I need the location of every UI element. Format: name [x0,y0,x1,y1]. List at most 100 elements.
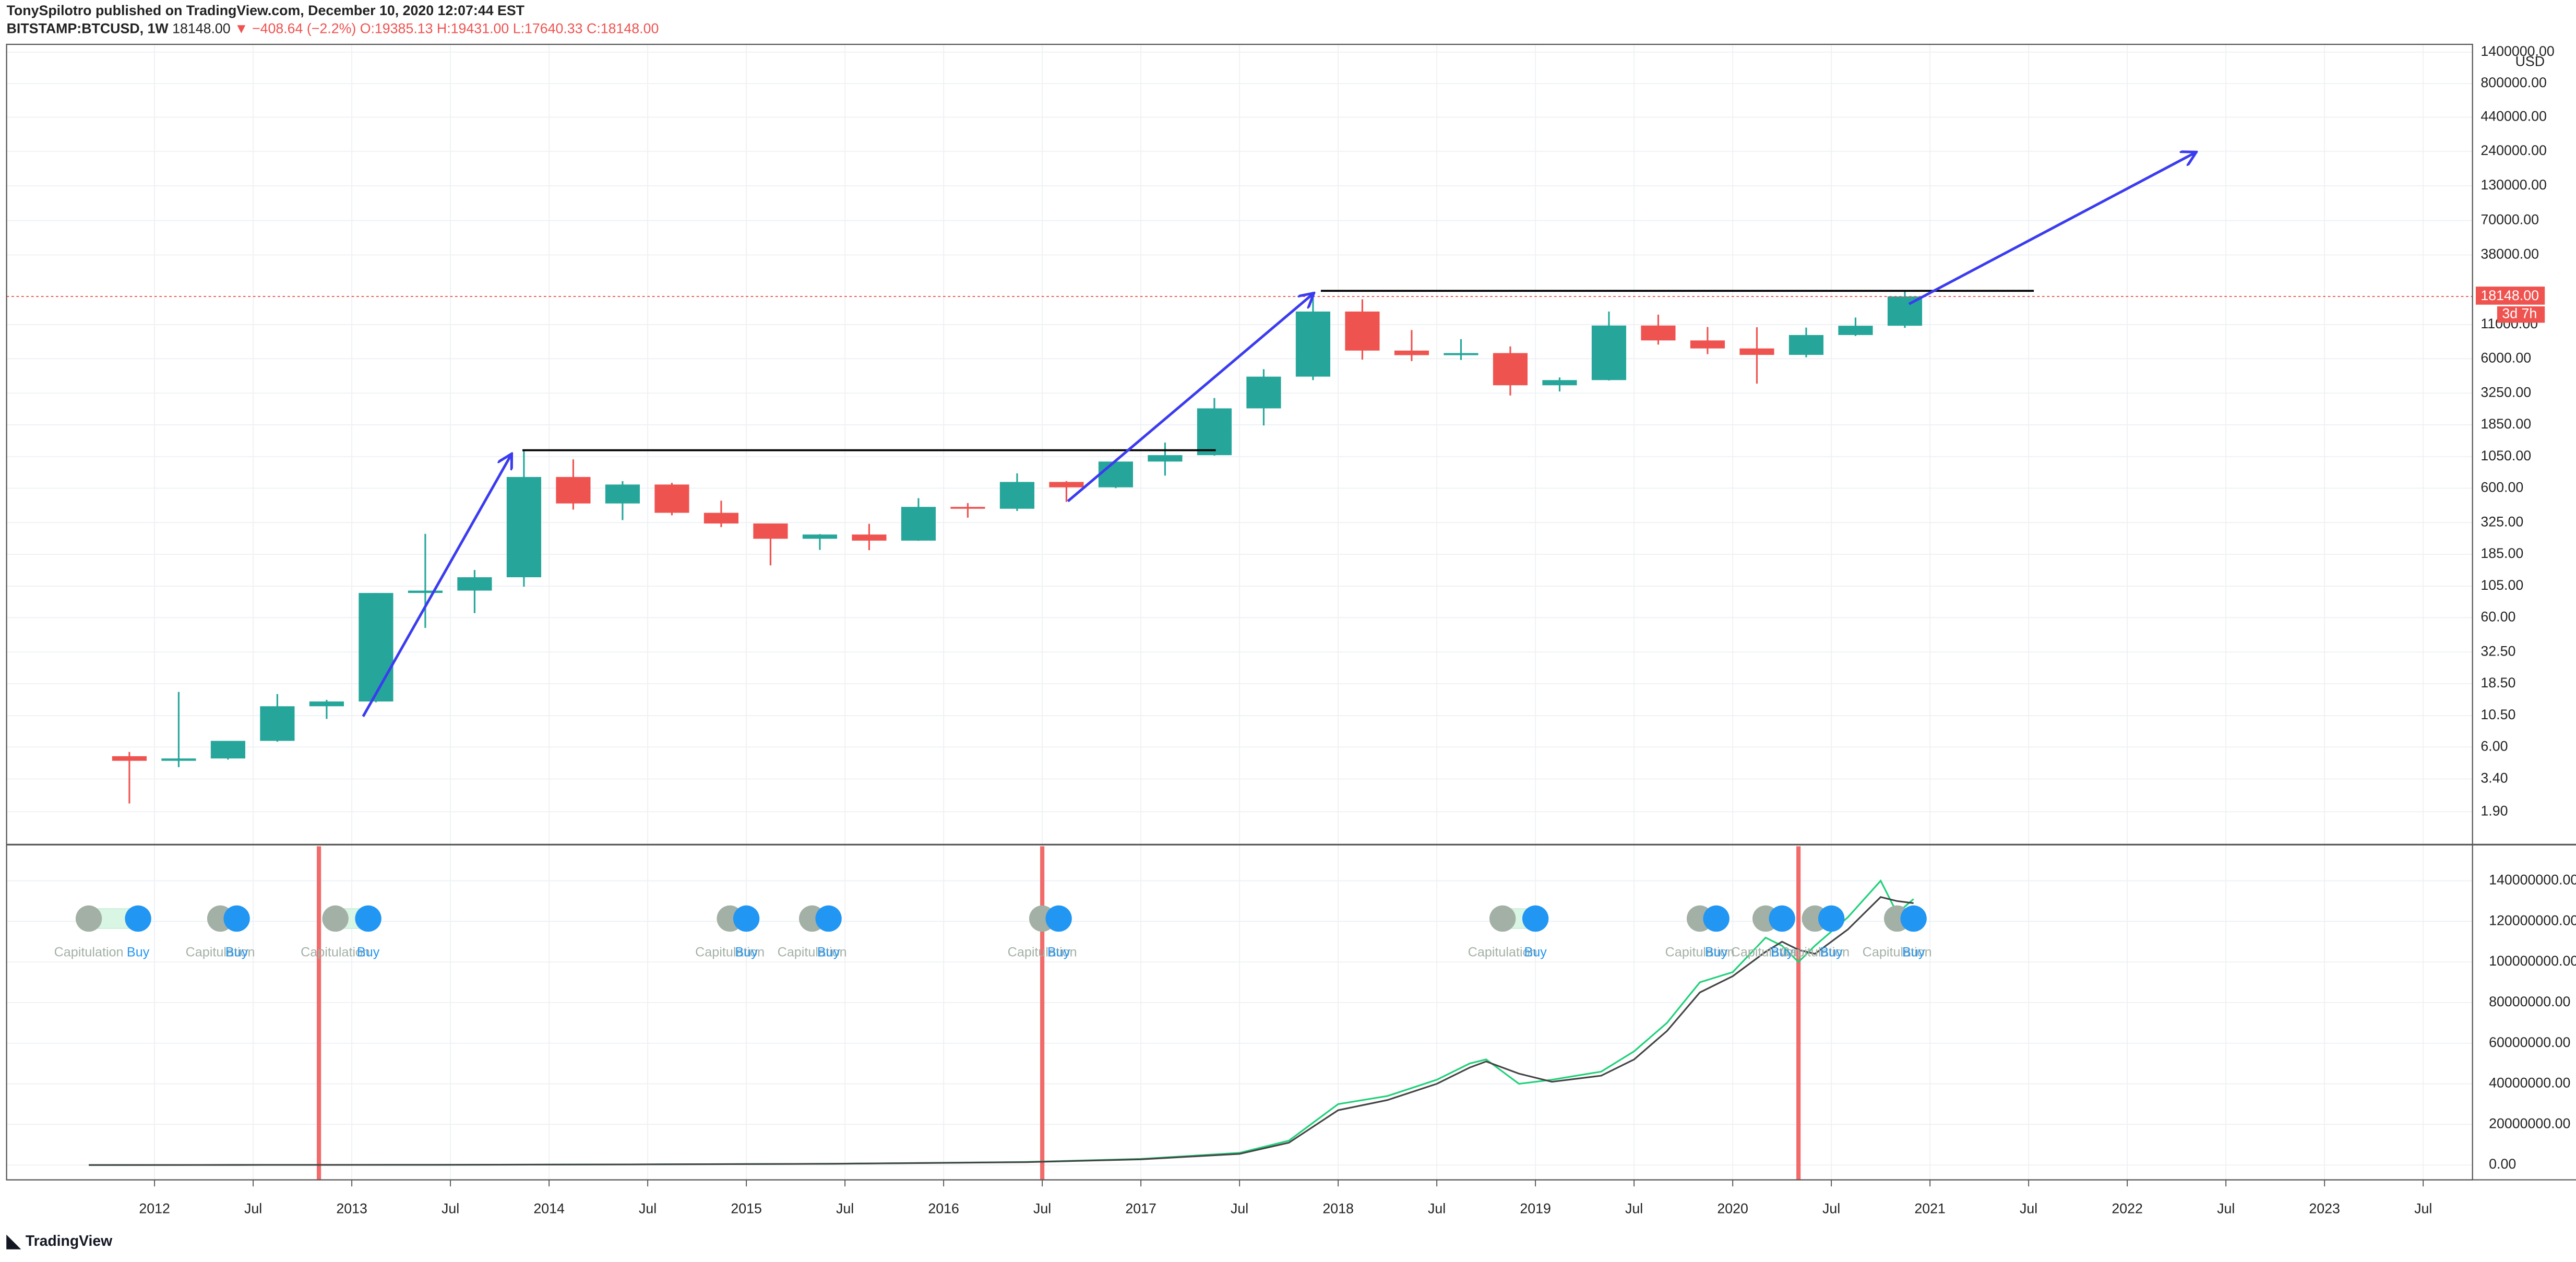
candle-body [950,507,985,509]
candle-body [1838,326,1873,335]
candle-body [112,756,147,761]
signal-label: Buy [1771,945,1794,960]
y-tick-label: 70000.00 [2480,212,2539,228]
indicator-line [89,896,1914,1166]
candle-body [309,701,344,707]
candle-body [359,593,393,702]
candle-body [1148,455,1183,462]
x-tick-label: Jul [836,1200,854,1216]
signal-label: Buy [225,945,248,960]
x-tick-label: 2012 [139,1200,170,1216]
signal-label: Capitulation [695,945,765,960]
signal-label: Capitulation [778,945,847,960]
x-tick-label: Jul [2217,1200,2235,1216]
x-tick-label: Jul [244,1200,262,1216]
signal-label: Capitulation [1731,945,1800,960]
signal-marker [1769,905,1795,932]
candle-body [901,507,936,541]
signal-label: Capitulation [1468,945,1537,960]
change: ▼ −408.64 (−2.2%) [234,21,356,37]
signal-label: Buy [1902,945,1925,960]
signal-marker [815,905,842,932]
candle-body [1197,408,1232,456]
signal-label: Capitulation [54,945,124,960]
candle-body [1493,353,1528,386]
candle-body [556,477,591,504]
candle-body [1788,335,1824,355]
x-tick-label: 2017 [1125,1200,1156,1216]
candle-body [1246,376,1281,409]
candle-body [852,534,887,541]
frame [6,43,2576,1181]
x-tick-label: 2016 [928,1200,959,1216]
candle-body [605,484,640,504]
y-tick-label: 60.00 [2480,609,2515,624]
y-tick-label: 18.50 [2480,675,2515,690]
signal-marker [1045,905,1072,932]
y-tick-label: 6.00 [2480,738,2508,754]
candle-body [1641,325,1676,341]
x-tick-label: Jul [1822,1200,1840,1216]
symbol: BITSTAMP:BTCUSD, 1W [7,21,169,37]
candle-body [1049,482,1084,487]
signal-marker [125,905,151,932]
last-price-label: 18148.00 [2480,288,2539,303]
y-tick-label: 240000.00 [2480,142,2546,158]
y-tick-label: 1850.00 [2480,416,2531,432]
author-line: TonySpilotro published on TradingView.co… [7,3,525,18]
x-tick-label: 2019 [1520,1200,1551,1216]
countdown: 3d 7h [2502,306,2537,322]
signal-label: Buy [1524,945,1547,960]
x-tick-label: Jul [2414,1200,2432,1216]
x-tick-label: 2022 [2112,1200,2143,1216]
y-tick-label: 3.40 [2480,770,2508,786]
x-tick-label: 2023 [2309,1200,2340,1216]
y-tick-label: 130000.00 [2480,177,2546,193]
signal-label: Buy [1820,945,1843,960]
signal-marker [733,905,760,932]
y-tick-label: 600.00 [2480,479,2523,495]
trend-arrow [362,455,511,717]
x-tick-label: 2015 [731,1200,762,1216]
high: H:19431.00 [437,21,509,37]
candle-body [1098,461,1134,487]
open: O:19385.13 [360,21,433,37]
y-tick-label: 440000.00 [2480,109,2546,124]
signal-label: Buy [1705,945,1728,960]
signal-marker [1522,905,1549,932]
y-tick-label: 105.00 [2480,577,2523,593]
candle-body [506,477,541,578]
candle-body [1739,348,1774,355]
y-tick-label: 185.00 [2480,545,2523,561]
y-tick-label: 60000000.00 [2489,1034,2570,1050]
y-tick-label: 325.00 [2480,514,2523,529]
signal-label: Capitulation [301,945,370,960]
candle-body [1542,380,1577,386]
candle-body [654,484,689,513]
y-tick-label: 80000000.00 [2489,994,2570,1009]
x-tick-label: Jul [1428,1200,1446,1216]
y-tick-label: 120000000.00 [2489,912,2576,928]
signal-label: Buy [357,945,380,960]
x-tick-label: 2014 [533,1200,565,1216]
x-tick-label: 2018 [1322,1200,1354,1216]
x-tick-label: Jul [1625,1200,1643,1216]
signal-label: Capitulation [1863,945,1932,960]
last: 18148.00 [172,21,231,37]
y-tick-label: 140000000.00 [2489,872,2576,888]
signal-label: Buy [735,945,758,960]
y-tick-label: 0.00 [2489,1156,2516,1172]
y-tick-label: 1050.00 [2480,448,2531,463]
signal-marker [322,905,349,932]
signal-label: Capitulation [186,945,255,960]
signal-marker [1703,905,1730,932]
y-tick-label: 10.50 [2480,707,2515,722]
candle-body [457,577,492,591]
x-tick-label: 2021 [1914,1200,1946,1216]
signal-marker [355,905,381,932]
x-tick-label: Jul [1231,1200,1248,1216]
signal-marker [1818,905,1845,932]
symbol-line: BITSTAMP:BTCUSD, 1W 18148.00 ▼ −408.64 (… [7,21,659,37]
